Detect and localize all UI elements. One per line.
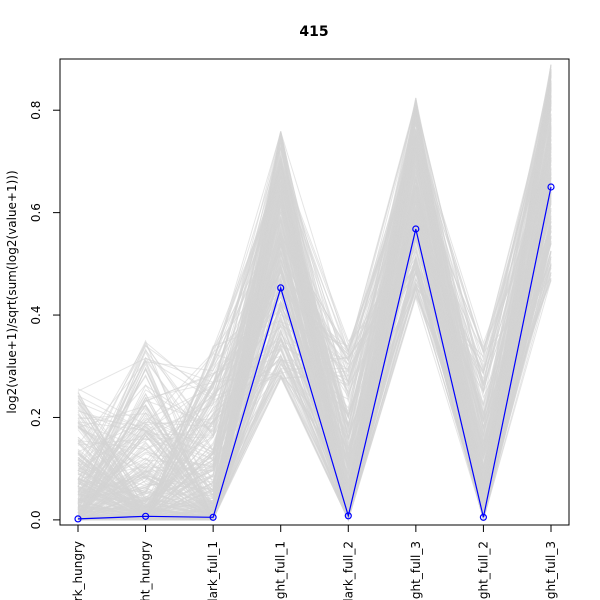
x-tick-label: dark_full_2 (341, 541, 355, 600)
highlight-point (142, 512, 150, 520)
background-series-line (77, 68, 552, 510)
background-series-line (77, 179, 552, 521)
x-tick-label: light_full_1 (274, 541, 288, 600)
highlight-point (209, 513, 217, 521)
y-tick-label: 0.4 (29, 305, 43, 324)
x-axis: dark_hungry light_hungry dark_full_1 light_… (71, 525, 558, 600)
background-series-line (77, 95, 552, 521)
background-series-line (77, 88, 552, 522)
plot-area-frame (59, 58, 570, 526)
highlight-point (344, 512, 352, 520)
x-tick-label: light_hungry (139, 541, 153, 600)
highlight-point (277, 284, 285, 292)
background-series-line (77, 211, 552, 518)
background-series-line (77, 138, 552, 521)
y-tick-label: 0.6 (29, 203, 43, 222)
background-series-line (77, 102, 552, 504)
background-series-group (77, 64, 552, 522)
x-tick-label: light_full_2 (476, 541, 490, 600)
x-tick-label: light_full_3 (409, 541, 423, 600)
highlight-point (547, 183, 555, 191)
x-tick-label: dark_full_1 (206, 541, 220, 600)
background-series-line (77, 80, 552, 491)
y-tick-label: 0.8 (29, 101, 43, 120)
background-series-line (77, 84, 552, 521)
highlight-point (479, 513, 487, 521)
x-tick-label: dark_hungry (71, 541, 85, 600)
highlight-series-line (77, 186, 552, 520)
highlight-point (74, 515, 82, 523)
highlight-series-group (74, 183, 555, 523)
y-tick-label: 0.0 (29, 510, 43, 529)
background-series-line (77, 75, 552, 522)
background-series-line (77, 64, 552, 520)
x-tick-label: light_full_3 (544, 541, 558, 600)
y-axis: 0.0 0.2 0.4 0.6 0.8 (29, 101, 60, 529)
chart-title: 415 (299, 24, 328, 40)
highlight-point (412, 225, 420, 233)
y-axis-label: log2(value+1)/sqrt(sum(log2(value+1))) (5, 170, 19, 413)
y-tick-label: 0.2 (29, 408, 43, 427)
